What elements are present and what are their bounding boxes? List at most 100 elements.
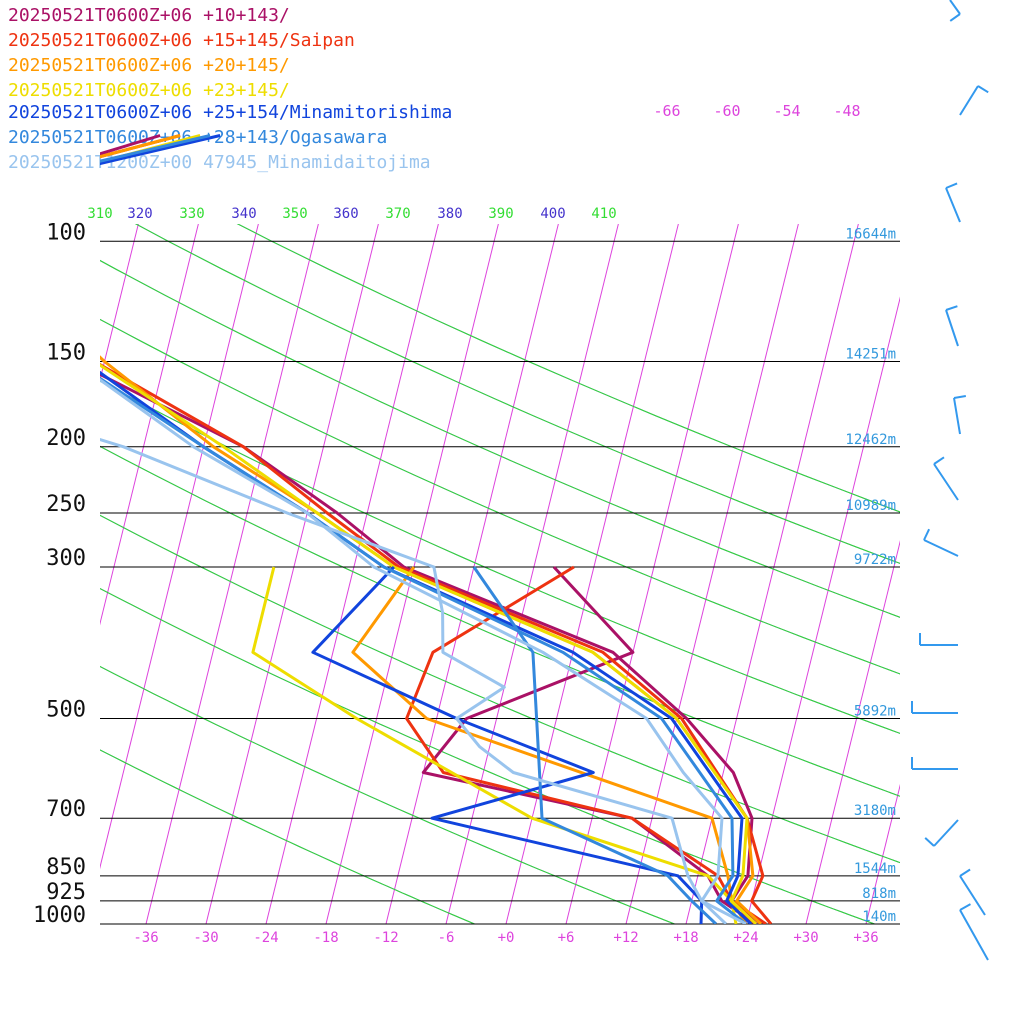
moist-adiabat-line [100,749,476,924]
series-group [100,134,753,924]
wind-barb-flag [945,182,958,189]
temperature-tick-label: -6 [438,930,455,946]
dewpoint-profile-line [421,565,757,924]
wind-barb [959,875,986,916]
height-label: 1544m [854,861,896,877]
legend-entry: 20250521T0600Z+06 +10+143/ [8,5,290,26]
wind-barb [959,909,989,961]
temperature-tick-label: +24 [733,930,758,946]
pressure-tick-label: 850 [46,855,86,880]
isotherm-line [145,224,319,924]
height-label: 3180m [854,803,896,819]
height-label: 818m [862,886,896,902]
isobars [100,240,900,925]
legend-entry: 20250521T0600Z+06 +25+154/Minamitorishim… [8,102,453,123]
moist-adiabat-line [100,587,876,924]
wind-barb-flag [923,528,931,541]
pressure-tick-label: 925 [46,880,86,905]
height-label: 140m [862,909,896,925]
temperature-tick-label: -18 [313,930,338,946]
wind-barb-flag [959,903,971,911]
height-label: 16644m [845,226,896,242]
isotherm-line [100,224,139,382]
isotherm-line [745,296,900,924]
isotherm-line [625,224,799,924]
pressure-tick-label: 150 [46,341,86,366]
isotherm-line [265,224,439,924]
series-group [100,134,762,924]
pressure-tick-label: 200 [46,426,86,451]
legend-entry: 20250521T0600Z+06 +23+145/ [8,80,290,101]
legend-entry: 20250521T0600Z+06 +20+145/ [8,55,290,76]
temperature-profile-line [100,134,753,924]
wind-barb-flag [945,305,958,311]
wind-barb-flag [933,456,945,465]
wind-barb-flag [959,868,971,877]
temperature-tick-label: +36 [853,930,878,946]
moist-adiabat-line [100,514,900,864]
wind-barb-flag [924,837,935,847]
height-label: 9722m [854,552,896,568]
dewpoint-profile-line [472,566,718,924]
moist-adiabat-line [236,224,900,513]
wind-barb [933,463,959,501]
profiles [100,134,773,924]
pressure-tick-label: 500 [46,697,86,722]
series-group [100,377,747,924]
isotherm-line [325,224,499,924]
wind-barb-flag [977,85,989,94]
temperature-profile-line [100,134,762,924]
temperature-tick-label: +0 [498,930,515,946]
theta-label: 310 [87,206,112,222]
moist-adiabat-line [100,380,900,734]
temperature-profile-line [100,134,758,924]
moist-adiabat-line [100,445,900,797]
height-label: 14251m [845,347,896,363]
temperature-profile-line [100,377,747,924]
temperature-profile-line [100,134,763,924]
temperature-tick-label: +30 [793,930,818,946]
dewpoint-profile-line [251,566,738,924]
theta-label: 380 [437,206,462,222]
dry-adiabat-line [100,587,876,924]
temperature-tick-label: +18 [673,930,698,946]
isotherm-top-label: -66 [653,102,680,120]
moist-adiabat-line [100,318,900,675]
wind-barb [923,539,959,557]
wind-barb [945,309,959,347]
temperature-tick-label: -24 [253,930,278,946]
dry-adiabat-line [100,445,900,797]
series-group [100,134,747,924]
moist-adiabat-line [100,259,900,618]
pressure-tick-label: 100 [46,220,86,245]
wind-barb-flag [953,395,967,399]
pressure-tick-label: 700 [46,797,86,822]
isotherm-line [100,224,199,626]
theta-label: 330 [179,206,204,222]
wind-barbs [911,0,989,961]
wind-barb [953,397,961,435]
dry-adiabat-line [100,380,900,734]
theta-label: 410 [591,206,616,222]
legend-entry: 20250521T0600Z+06 +15+145/Saipan [8,30,355,51]
isotherm-line [805,540,900,924]
temperature-tick-label: -30 [193,930,218,946]
isotherm-line [100,224,259,870]
moist-adiabat-line [100,665,676,924]
wind-barb [949,0,961,15]
wind-barb [933,819,959,847]
wind-barb [959,85,979,116]
theta-label: 390 [488,206,513,222]
temperature-tick-label: +12 [613,930,638,946]
pressure-tick-label: 250 [46,492,86,517]
dry-adiabat-line [100,259,900,618]
theta-label: 350 [282,206,307,222]
isotherm-line [385,224,559,924]
dry-adiabat-line [236,224,900,513]
height-label: 12462m [845,432,896,448]
dry-adiabat-line [100,749,476,924]
isotherm-line [926,90,1024,924]
temperature-tick-label: -36 [133,930,158,946]
